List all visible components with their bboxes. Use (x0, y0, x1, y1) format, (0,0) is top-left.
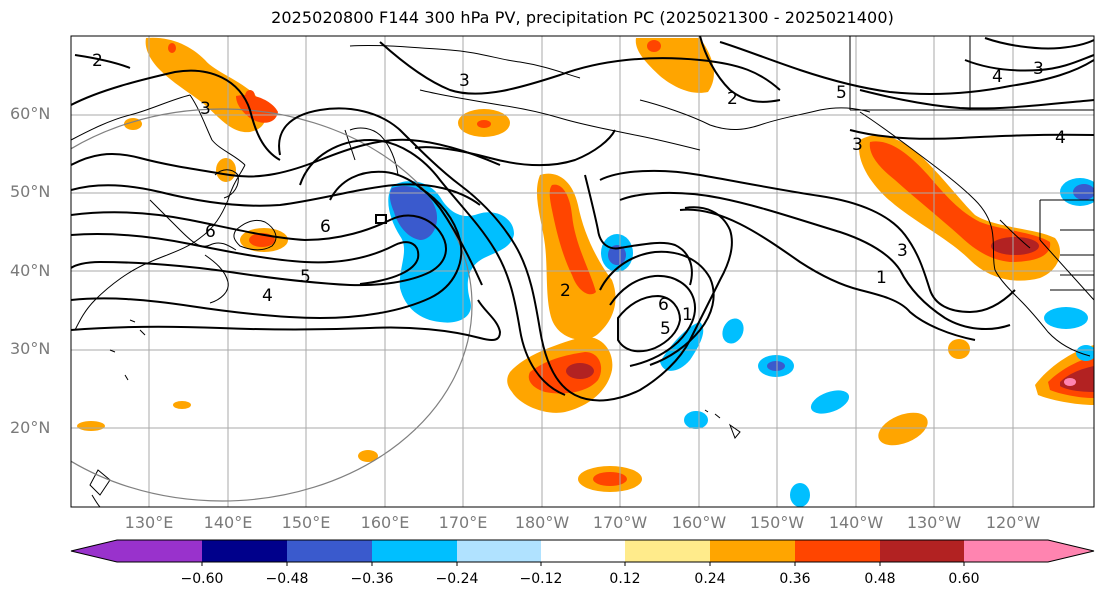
contour-label: 3 (1033, 59, 1044, 79)
contour-label: 6 (320, 217, 331, 237)
contour-label: 3 (852, 135, 863, 155)
colorbar-tick-label: 0.48 (864, 571, 896, 587)
lon-label: 180°W (514, 513, 570, 532)
lat-label: 20°N (10, 418, 51, 437)
map-frame (70, 35, 1095, 508)
contour-label: 5 (660, 319, 671, 339)
contour-label: 1 (876, 268, 887, 288)
colorbar-segment (541, 540, 625, 562)
contour-label: 5 (300, 267, 311, 287)
lon-label: 130°W (906, 513, 962, 532)
contour-label: 5 (836, 83, 847, 103)
pv-contours (71, 36, 1094, 402)
lon-label: 160°W (671, 513, 727, 532)
contour-label: 3 (459, 71, 470, 91)
lat-label: 60°N (10, 104, 51, 123)
precip-shading (77, 37, 1094, 507)
colorbar-segment (71, 540, 202, 562)
map-title: 2025020800 F144 300 hPa PV, precipitatio… (271, 8, 894, 27)
lon-label: 150°E (281, 513, 331, 532)
colorbar-segment (625, 540, 710, 562)
colorbar-tick-label: 0.36 (779, 571, 811, 587)
contour-label: 4 (262, 286, 273, 306)
contour-label: 6 (205, 222, 216, 242)
colorbar-segment (880, 540, 964, 562)
lon-label: 130°E (124, 513, 174, 532)
colorbar-tick-label: −0.36 (350, 571, 394, 587)
lon-label: 140°W (828, 513, 884, 532)
lon-label: 150°W (749, 513, 805, 532)
colorbar-segment (202, 540, 287, 562)
colorbar-segment (795, 540, 880, 562)
colorbar-segment (372, 540, 457, 562)
colorbar-segment (287, 540, 372, 562)
island-outline (375, 214, 387, 224)
lon-label: 120°W (985, 513, 1041, 532)
lon-label: 160°E (360, 513, 410, 532)
contour-label: 4 (1055, 128, 1066, 148)
colorbar (70, 539, 1095, 566)
radius-circle (71, 108, 473, 502)
contour-label: 1 (682, 305, 693, 325)
lat-label: 50°N (10, 182, 51, 201)
colorbar-segment (457, 540, 541, 562)
colorbar-tick-label: 0.60 (948, 571, 980, 587)
graticule (71, 36, 1094, 507)
colorbar-tick-label: −0.12 (519, 571, 563, 587)
contour-label: 2 (560, 281, 571, 301)
colorbar-tick-label: −0.60 (180, 571, 224, 587)
lat-label: 40°N (10, 261, 51, 280)
contour-label: 3 (200, 99, 211, 119)
lon-label: 170°W (592, 513, 648, 532)
coastlines (71, 36, 1094, 507)
contour-label: 3 (897, 241, 908, 261)
lon-label: 170°E (438, 513, 488, 532)
contour-label: 6 (658, 295, 669, 315)
contour-label: 4 (992, 67, 1003, 87)
contour-label: 2 (727, 89, 738, 109)
colorbar-segment (710, 540, 795, 562)
lat-label: 30°N (10, 339, 51, 358)
contour-label: 2 (92, 51, 103, 71)
colorbar-tick-label: 0.12 (609, 571, 641, 587)
colorbar-tick-label: −0.48 (265, 571, 309, 587)
colorbar-tick-label: −0.24 (435, 571, 479, 587)
lon-label: 140°E (203, 513, 253, 532)
colorbar-segment (964, 540, 1094, 562)
colorbar-tick-label: 0.24 (694, 571, 726, 587)
